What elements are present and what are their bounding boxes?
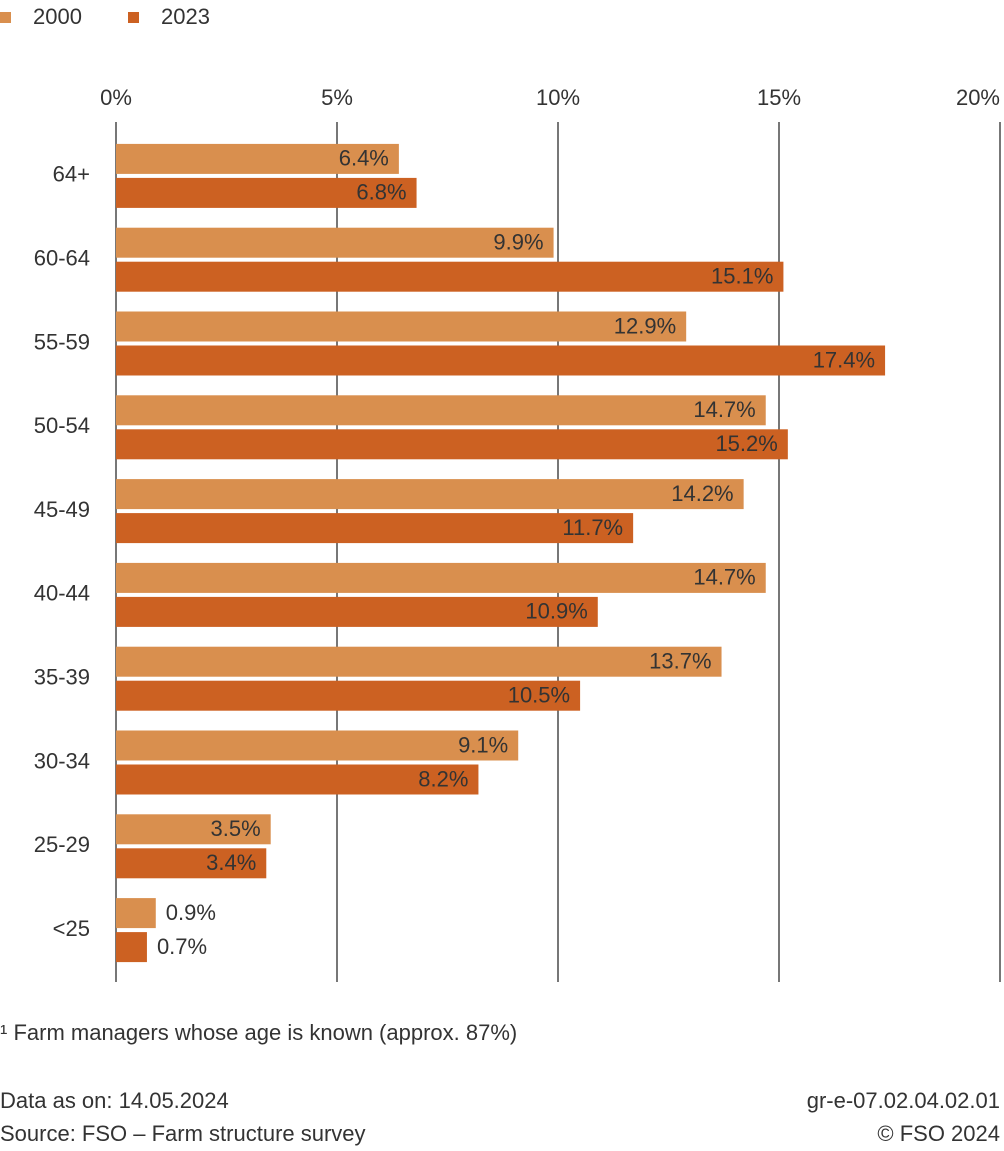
- bar: [116, 429, 788, 460]
- x-tick-label: 0%: [100, 85, 132, 110]
- value-label: 3.5%: [211, 816, 261, 841]
- value-label: 9.1%: [458, 732, 508, 757]
- bar: [116, 730, 519, 761]
- legend-label: 2023: [161, 4, 210, 29]
- source: Source: FSO – Farm structure survey: [0, 1121, 366, 1146]
- value-label: 12.9%: [614, 313, 676, 338]
- y-tick-label: 40-44: [34, 581, 90, 606]
- value-label: 13.7%: [649, 649, 711, 674]
- bar: [116, 395, 766, 426]
- x-tick-label: 20%: [956, 85, 1000, 110]
- value-label: 15.1%: [711, 264, 773, 289]
- x-tick-label: 10%: [536, 85, 580, 110]
- value-label: 14.7%: [693, 565, 755, 590]
- bar: [116, 814, 271, 845]
- y-tick-label: 30-34: [34, 748, 90, 773]
- bar: [116, 646, 722, 677]
- bar: [116, 479, 744, 510]
- value-label: 14.7%: [693, 397, 755, 422]
- data-date: Data as on: 14.05.2024: [0, 1088, 229, 1113]
- copyright: © FSO 2024: [877, 1121, 1000, 1146]
- y-tick-label: 64+: [53, 162, 90, 187]
- value-label: 6.4%: [339, 146, 389, 171]
- y-tick-label: 50-54: [34, 413, 90, 438]
- bar: [116, 596, 598, 627]
- value-label: 6.8%: [356, 180, 406, 205]
- bar: [116, 261, 784, 292]
- value-label: 10.5%: [508, 683, 570, 708]
- bar: [116, 227, 554, 258]
- x-tick-label: 5%: [321, 85, 353, 110]
- bar: [116, 562, 766, 593]
- value-label: 17.4%: [813, 347, 875, 372]
- value-label: 3.4%: [206, 850, 256, 875]
- bar: [116, 177, 417, 208]
- chart-id: gr-e-07.02.04.02.01: [807, 1088, 1000, 1113]
- bar: [116, 848, 267, 879]
- footnote: ¹ Farm managers whose age is known (appr…: [0, 1020, 517, 1045]
- bar: [116, 898, 156, 929]
- y-tick-label: 35-39: [34, 665, 90, 690]
- bar: [116, 311, 687, 342]
- x-tick-label: 15%: [757, 85, 801, 110]
- y-tick-label: 45-49: [34, 497, 90, 522]
- value-label: 14.2%: [671, 481, 733, 506]
- value-label: 15.2%: [715, 431, 777, 456]
- y-tick-label: 25-29: [34, 832, 90, 857]
- y-tick-label: 60-64: [34, 246, 90, 271]
- bar: [116, 345, 886, 376]
- legend-label: 2000: [33, 4, 82, 29]
- bar: [116, 143, 399, 174]
- bar: [116, 932, 147, 963]
- legend-swatch: [128, 12, 139, 23]
- bar: [116, 764, 479, 795]
- value-label: 0.9%: [166, 900, 216, 925]
- value-label: 0.7%: [157, 934, 207, 959]
- legend-swatch: [0, 12, 11, 23]
- bar: [116, 680, 581, 711]
- value-label: 8.2%: [418, 766, 468, 791]
- value-label: 9.9%: [493, 230, 543, 255]
- bar: [116, 513, 634, 544]
- y-tick-label: <25: [53, 916, 90, 941]
- y-tick-label: 55-59: [34, 329, 90, 354]
- value-label: 11.7%: [562, 515, 623, 540]
- value-label: 10.9%: [525, 599, 587, 624]
